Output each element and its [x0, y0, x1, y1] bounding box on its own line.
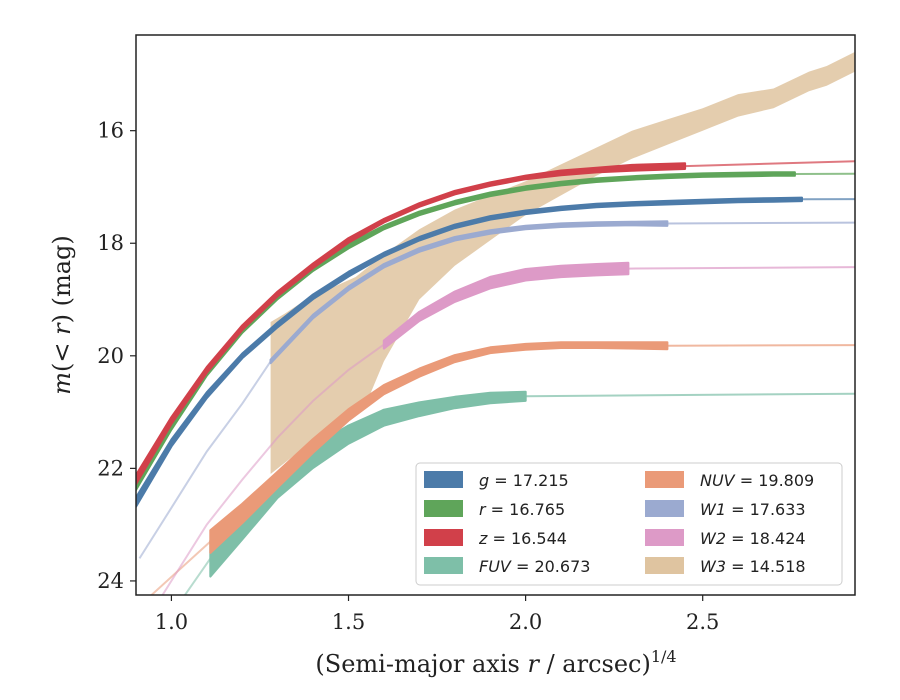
y-tick-label: 18 — [97, 231, 124, 255]
legend-label: FUV = 20.673 — [479, 557, 590, 576]
series-pre-fuv — [183, 557, 212, 595]
legend-swatch — [424, 529, 463, 546]
legend-label: r = 16.765 — [479, 500, 565, 519]
legend-item-w2: W2 = 18.424 — [645, 529, 806, 548]
legend-swatch — [424, 471, 463, 488]
x-axis-label-open: (Semi-major axis — [315, 650, 527, 678]
legend-item-w3: W3 = 14.518 — [645, 557, 806, 576]
legend-label: g = 17.215 — [479, 471, 569, 490]
series-band-nuv — [209, 341, 669, 554]
x-axis-label-rest: / arcsec) — [539, 650, 651, 678]
series-band-w2 — [382, 261, 630, 350]
y-axis-label: m(< r) (mag) — [48, 235, 76, 395]
series-extension-fuv — [525, 392, 855, 398]
legend-swatch — [424, 500, 463, 517]
series-layer — [136, 51, 855, 595]
x-tick-label: 2.5 — [686, 610, 719, 634]
legend-item-r: r = 16.765 — [424, 500, 565, 519]
series-band-w1 — [269, 220, 669, 365]
x-axis-label-exponent: 1/4 — [651, 647, 677, 666]
x-tick-label: 2.0 — [509, 610, 542, 634]
legend-item-w1: W1 = 17.633 — [645, 500, 806, 519]
legend-label: W3 = 14.518 — [700, 557, 806, 576]
series-extension-w1 — [667, 221, 855, 225]
legend-box — [415, 462, 843, 586]
legend-swatch — [424, 557, 463, 574]
y-tick-label: 22 — [97, 456, 124, 480]
x-axis-label: (Semi-major axis r / arcsec)1/4 — [315, 647, 676, 678]
series-pre-w1 — [138, 360, 272, 559]
y-axis-label-m: m — [48, 372, 76, 395]
y-axis-label-open: ( — [48, 363, 76, 372]
legend-swatch — [645, 529, 684, 546]
legend-swatch — [645, 500, 684, 517]
y-axis-ticks: 16 18 20 22 24 — [97, 119, 136, 593]
y-tick-label: 24 — [97, 569, 124, 593]
plot-frame — [135, 34, 856, 596]
legend-swatch — [645, 471, 684, 488]
y-tick-label: 16 — [97, 119, 124, 143]
y-axis-label-close: ) — [48, 314, 76, 323]
legend-swatch — [645, 557, 684, 574]
legend-label: NUV = 19.809 — [700, 471, 814, 490]
x-axis-ticks: 1.0 1.5 2.0 2.5 — [155, 595, 719, 634]
series-band-r — [136, 171, 796, 491]
series-pre-w2 — [161, 343, 385, 595]
series-band-z — [136, 162, 687, 486]
legend-label: W1 = 17.633 — [700, 500, 806, 519]
x-tick-label: 1.0 — [155, 610, 188, 634]
legend-item-z: z = 16.544 — [424, 529, 567, 548]
series-extension-w2 — [628, 266, 855, 270]
y-axis-label-unit: (mag) — [48, 235, 76, 314]
legend-label: z = 16.544 — [478, 529, 567, 548]
y-axis-label-lt: < — [48, 335, 76, 363]
legend-item-g: g = 17.215 — [424, 471, 569, 490]
series-pre-nuv — [150, 540, 212, 595]
legend-item-nuv: NUV = 19.809 — [645, 471, 814, 490]
x-tick-label: 1.5 — [332, 610, 365, 634]
legend-item-fuv: FUV = 20.673 — [424, 557, 590, 576]
y-axis-label-var: r — [48, 322, 76, 335]
y-tick-label: 20 — [97, 344, 124, 368]
x-axis-label-var: r — [527, 650, 540, 678]
series-extension-z — [684, 160, 855, 168]
legend-label: W2 = 18.424 — [700, 529, 806, 548]
legend: g = 17.215 r = 16.765 z = 16.544 FUV = 20.6… — [415, 462, 843, 586]
series-extension-nuv — [667, 344, 855, 347]
series-band-g — [136, 196, 803, 508]
